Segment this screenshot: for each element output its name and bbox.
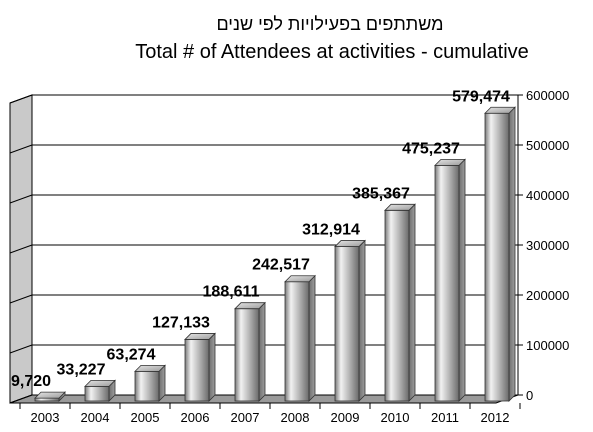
bar-front-face: [84, 385, 110, 402]
y-tick-label: 400000: [526, 188, 569, 203]
x-tick-label-2004: 2004: [81, 410, 110, 425]
bar-top-face: [284, 275, 316, 283]
bar-side-face: [458, 158, 466, 402]
bar-front-face: [484, 112, 510, 402]
bar-2005: [134, 364, 166, 402]
bars: [34, 106, 516, 402]
bar-side-face: [308, 274, 316, 402]
data-label-2003: 9,720: [11, 373, 51, 390]
bar-front-face: [34, 397, 60, 402]
bar-top-face: [484, 106, 516, 114]
bar-2006: [184, 332, 216, 402]
x-tick-label-2006: 2006: [181, 410, 210, 425]
y-axis: 0 100000 200000 300000 400000 500000 600000: [517, 88, 569, 403]
y-tick-label: 0: [526, 388, 533, 403]
x-tick-label-2009: 2009: [331, 410, 360, 425]
gridline-side: [9, 344, 33, 354]
bar-top-face: [434, 158, 466, 166]
bar-top-face: [384, 203, 416, 211]
x-tick-label-2012: 2012: [481, 410, 510, 425]
y-tick-label: 100000: [526, 338, 569, 353]
bar-top-face: [184, 333, 216, 340]
bar-top-face: [334, 240, 366, 247]
data-label-2010: 385,367: [352, 185, 410, 202]
chart-title: משתתפים בפעילויות לפי שנים: [216, 14, 443, 34]
data-label-2008: 242,517: [252, 257, 310, 274]
gridline-side: [9, 194, 33, 204]
data-label-2012: 579,474: [452, 88, 510, 105]
x-tick-label-2010: 2010: [381, 410, 410, 425]
y-tick-label: 600000: [526, 88, 569, 103]
bar-front-face: [334, 246, 360, 402]
bar-2004: [84, 379, 116, 402]
bar-2012: [484, 106, 516, 402]
x-tick-label-2011: 2011: [431, 410, 459, 425]
bar-front-face: [284, 281, 310, 402]
x-tick-label-2008: 2008: [281, 410, 310, 425]
bar-top-face: [34, 391, 66, 399]
bar-2011: [434, 158, 466, 402]
bar-2009: [334, 239, 366, 402]
gridline-side: [9, 394, 33, 404]
bar-2007: [234, 301, 266, 402]
data-label-2006: 127,133: [152, 314, 210, 331]
bar-front-face: [234, 308, 260, 402]
bar-front-face: [384, 209, 410, 402]
bar-2010: [384, 203, 416, 402]
data-label-2009: 312,914: [302, 222, 360, 239]
bar-side-face: [208, 332, 216, 402]
bar-side-face: [358, 239, 366, 402]
y-tick-label: 500000: [526, 138, 569, 153]
bar-top-face: [234, 302, 266, 310]
gridline-side: [9, 294, 33, 304]
gridline-side: [9, 244, 33, 254]
data-label-2011: 475,237: [402, 140, 460, 157]
bar-2008: [284, 274, 316, 402]
x-axis: 2003 2004 2005 2006 2007 2008 2009 2010 2011 2012: [10, 402, 521, 425]
bar-front-face: [434, 164, 460, 402]
data-label-2004: 33,227: [57, 361, 106, 378]
bar-2003: [34, 391, 66, 402]
bar-front-face: [184, 339, 210, 402]
bar-top-face: [84, 379, 116, 387]
bar-side-face: [508, 106, 516, 402]
bar-front-face: [134, 370, 160, 402]
chart-subtitle: Total # of Attendees at activities - cum…: [135, 41, 529, 63]
data-label-2005: 63,274: [107, 346, 156, 363]
x-tick-label-2005: 2005: [131, 410, 160, 425]
y-tick-label: 200000: [526, 288, 569, 303]
gridline-side: [9, 94, 33, 104]
y-tick-label: 300000: [526, 238, 569, 253]
bar-side-face: [408, 203, 416, 402]
bar-top-face: [134, 364, 166, 372]
x-tick-label-2003: 2003: [31, 410, 60, 425]
gridline-side: [9, 144, 33, 154]
x-tick-label-2007: 2007: [231, 410, 260, 425]
bar-side-face: [258, 301, 266, 402]
data-label-2007: 188,611: [203, 284, 260, 301]
